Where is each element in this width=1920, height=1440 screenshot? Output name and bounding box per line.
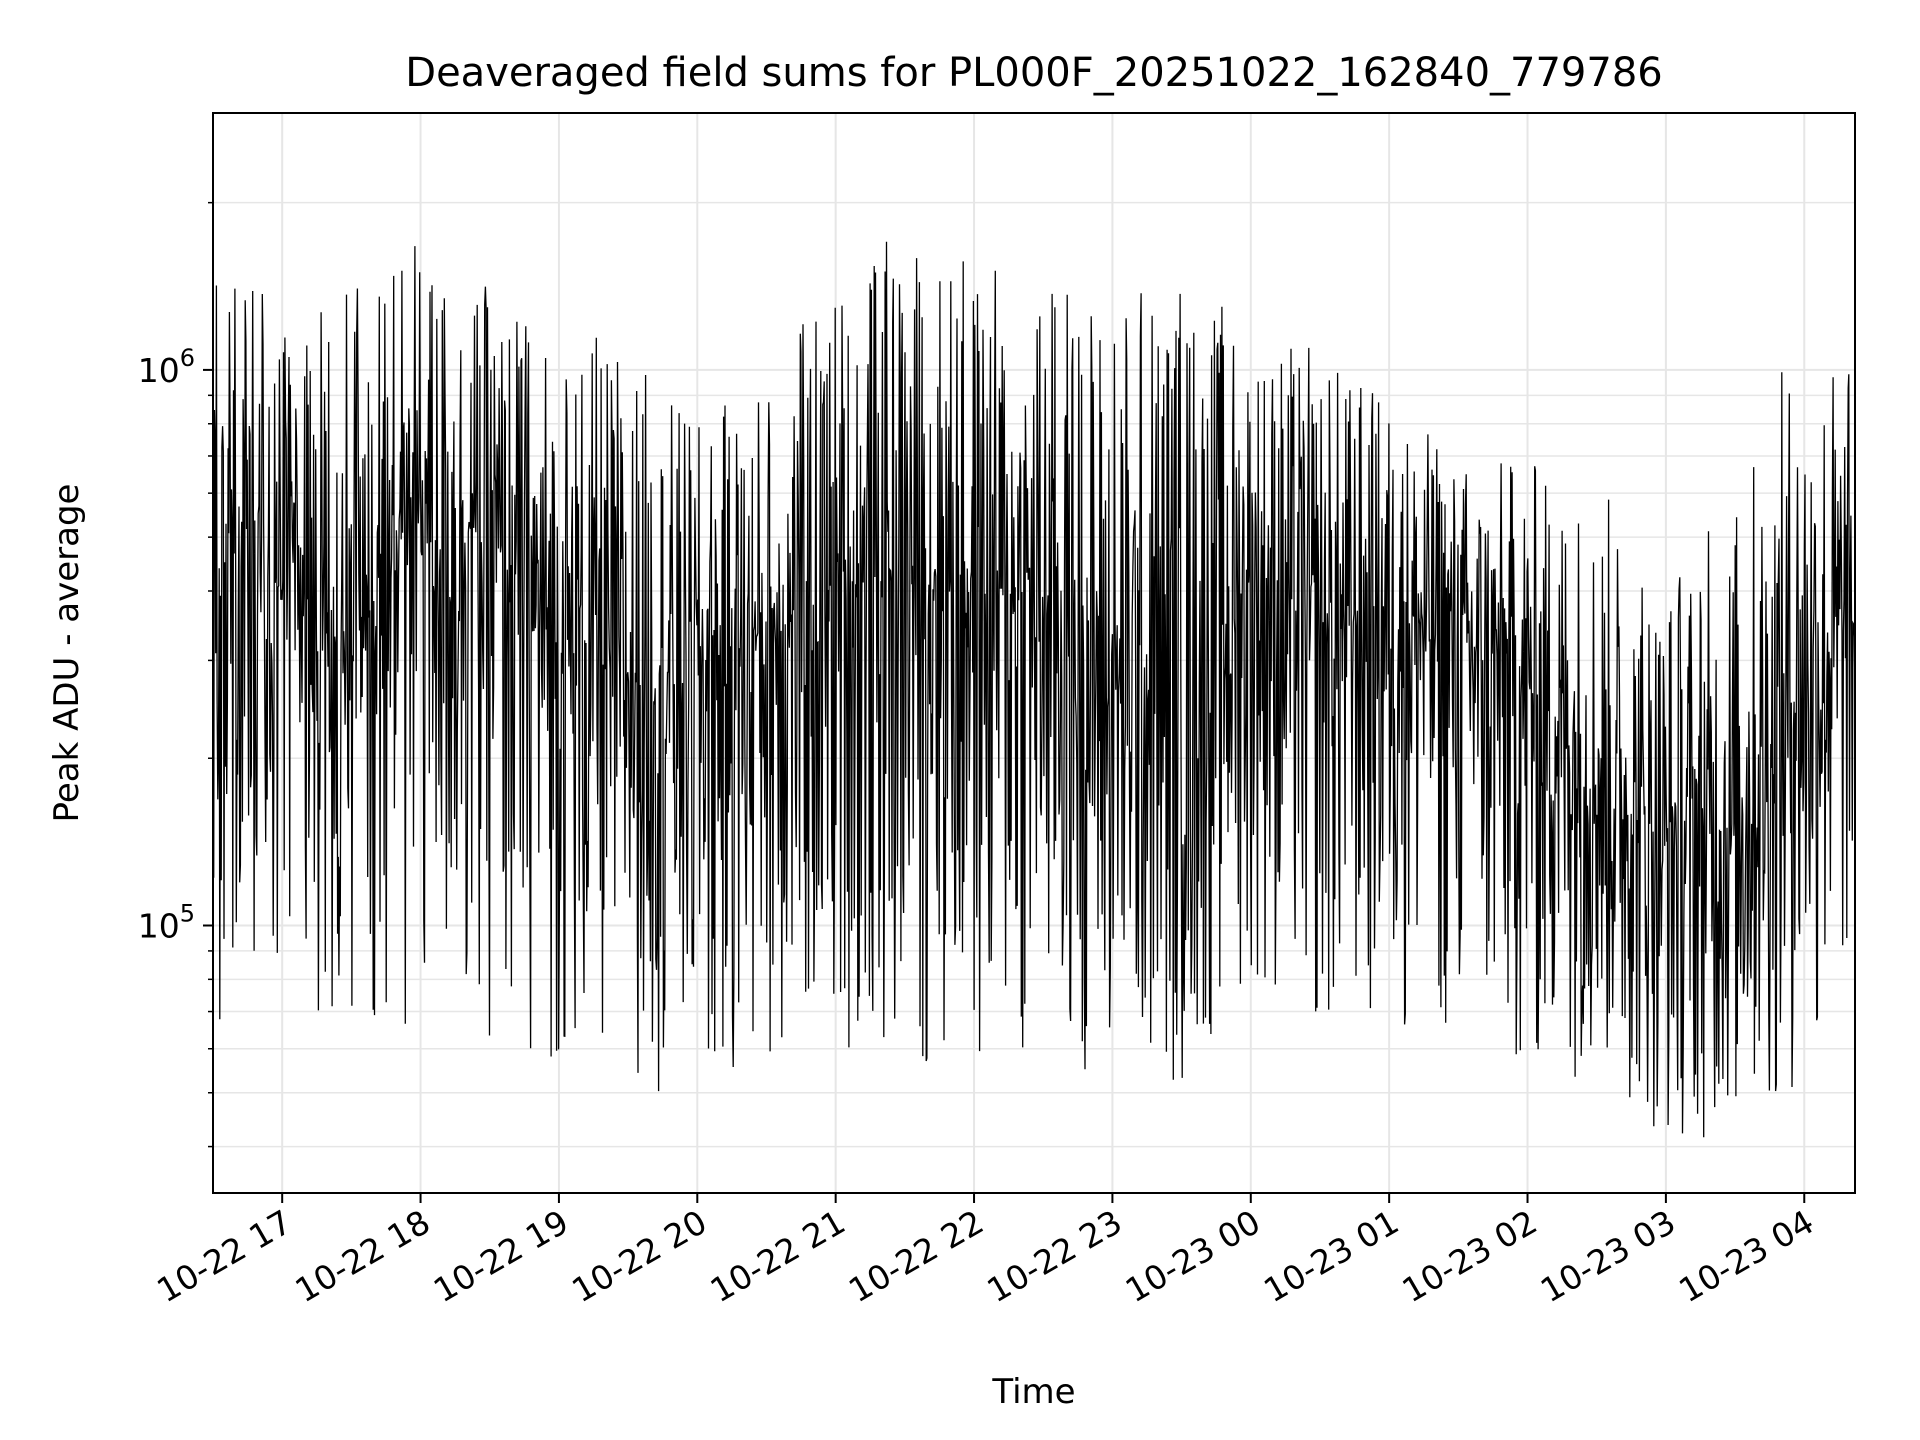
y-tick-label: 105: [138, 899, 195, 945]
y-axis-label: Peak ADU - average: [47, 484, 87, 823]
series-line: [212, 241, 1856, 1138]
x-tick-label: 10-22 17: [150, 1202, 298, 1310]
x-tick-label: 10-22 20: [565, 1202, 713, 1310]
x-tick-label: 10-23 02: [1396, 1202, 1544, 1310]
x-tick-label: 10-22 23: [980, 1202, 1128, 1310]
series-layer: [212, 241, 1856, 1138]
x-tick-label: 10-23 04: [1672, 1202, 1820, 1310]
plot-frame: [212, 112, 1856, 1194]
x-tick-label: 10-22 19: [427, 1202, 575, 1310]
x-tick-label: 10-23 01: [1257, 1202, 1405, 1310]
x-axis-label: Time: [991, 1372, 1075, 1412]
chart-title: Deaveraged field sums for PL000F_2025102…: [405, 50, 1662, 96]
x-tick-label: 10-23 03: [1534, 1202, 1682, 1310]
x-tick-label: 10-22 22: [842, 1202, 990, 1310]
y-tick-label: 106: [138, 344, 195, 390]
x-tick-label: 10-22 18: [289, 1202, 437, 1310]
x-tick-label: 10-22 21: [704, 1202, 852, 1310]
x-tick-label: 10-23 00: [1119, 1202, 1267, 1310]
